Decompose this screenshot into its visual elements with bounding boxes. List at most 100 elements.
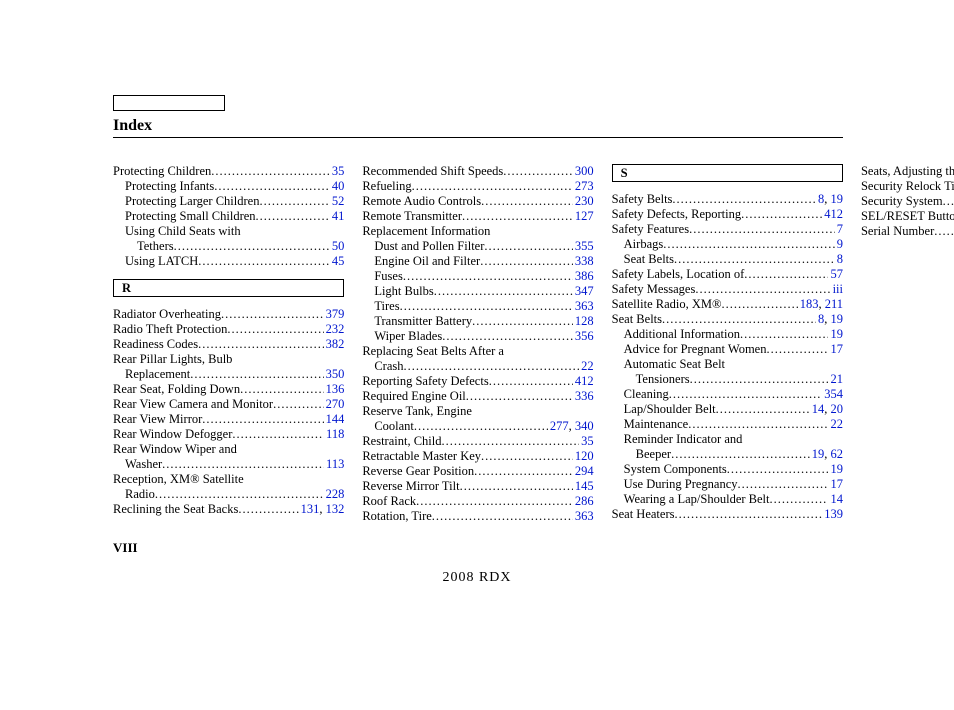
page-ref-link[interactable]: iii — [833, 282, 843, 296]
index-entry: Roof Rack...............................… — [362, 494, 593, 509]
page-ref-link[interactable]: 41 — [332, 209, 345, 223]
index-entry-label: Using Child Seats with — [125, 224, 241, 239]
index-entry-label: Seats, Adjusting the — [861, 164, 954, 179]
page-ref-link[interactable]: 128 — [575, 314, 594, 328]
page-ref-link[interactable]: 139 — [824, 507, 843, 521]
index-entry-pages: 8, 19 — [816, 312, 843, 327]
page-ref-link[interactable]: 9 — [837, 237, 843, 251]
index-entry-pages: 139 — [822, 507, 843, 522]
index-entry-label: Crash — [374, 359, 403, 374]
page-ref-link[interactable]: 50 — [332, 239, 345, 253]
leader-dots: ........................................… — [211, 164, 330, 179]
page-ref-link[interactable]: 347 — [575, 284, 594, 298]
page-ref-link[interactable]: 19 — [830, 312, 843, 326]
index-entry: Wiper Blades............................… — [362, 329, 593, 344]
page-ref-link[interactable]: 230 — [575, 194, 594, 208]
leader-dots: ........................................… — [766, 342, 828, 357]
page-ref-link[interactable]: 355 — [575, 239, 594, 253]
page-ref-link[interactable]: 286 — [575, 494, 594, 508]
leader-dots: ........................................… — [155, 487, 324, 502]
page-ref-link[interactable]: 131 — [301, 502, 320, 516]
index-entry: Reclining the Seat Backs................… — [113, 502, 344, 517]
page-ref-link[interactable]: 136 — [326, 382, 345, 396]
page-ref-link[interactable]: 14 — [812, 402, 825, 416]
index-entry-label: Lap/Shoulder Belt — [624, 402, 716, 417]
page-ref-link[interactable]: 270 — [326, 397, 345, 411]
page-ref-link[interactable]: 277 — [550, 419, 569, 433]
index-entry: Seat Belts..............................… — [612, 252, 843, 267]
page-ref-link[interactable]: 57 — [830, 267, 843, 281]
page-ref-link[interactable]: 350 — [326, 367, 345, 381]
page-ref-link[interactable]: 363 — [575, 299, 594, 313]
index-entry: Replacement.............................… — [113, 367, 344, 382]
page-ref-link[interactable]: 183 — [800, 297, 819, 311]
index-entry-label: Restraint, Child — [362, 434, 441, 449]
page-ref-link[interactable]: 22 — [581, 359, 594, 373]
page-ref-link[interactable]: 412 — [575, 374, 594, 388]
page-ref-link[interactable]: 412 — [824, 207, 843, 221]
page-ref-link[interactable]: 17 — [830, 477, 843, 491]
page-ref-link[interactable]: 144 — [326, 412, 345, 426]
page-ref-link[interactable]: 340 — [575, 419, 594, 433]
page-ref-link[interactable]: 386 — [575, 269, 594, 283]
leader-dots: ........................................… — [474, 464, 573, 479]
page-ref-link[interactable]: 113 — [326, 457, 344, 471]
page-ref-link[interactable]: 132 — [326, 502, 345, 516]
page-ref-link[interactable]: 19 — [830, 192, 843, 206]
index-entry-pages: 228 — [324, 487, 345, 502]
page-ref-link[interactable]: 379 — [326, 307, 345, 321]
index-entry: Satellite Radio, XM®....................… — [612, 297, 843, 312]
page-ref-link[interactable]: 273 — [575, 179, 594, 193]
index-columns: Protecting Children.....................… — [113, 164, 843, 524]
page-ref-link[interactable]: 19 — [812, 447, 825, 461]
index-entry: Advice for Pregnant Women...............… — [612, 342, 843, 357]
page-ref-link[interactable]: 35 — [581, 434, 594, 448]
page-ref-link[interactable]: 118 — [326, 427, 344, 441]
page-ref-link[interactable]: 19 — [830, 327, 843, 341]
page-ref-link[interactable]: 21 — [830, 372, 843, 386]
page-ref-link[interactable]: 19 — [830, 462, 843, 476]
index-entry: Safety Belts............................… — [612, 192, 843, 207]
leader-dots: ........................................… — [202, 412, 323, 427]
index-entry: Fuses...................................… — [362, 269, 593, 284]
page-ref-link[interactable]: 356 — [575, 329, 594, 343]
leader-dots: ........................................… — [273, 397, 323, 412]
leader-dots: ........................................… — [662, 312, 816, 327]
page-ref-link[interactable]: 228 — [326, 487, 345, 501]
page-ref-link[interactable]: 45 — [332, 254, 345, 268]
index-entry-label: Rear Pillar Lights, Bulb — [113, 352, 232, 367]
index-entry: Radio...................................… — [113, 487, 344, 502]
page-ref-link[interactable]: 22 — [830, 417, 843, 431]
page-ref-link[interactable]: 120 — [575, 449, 594, 463]
page-ref-link[interactable]: 300 — [575, 164, 594, 178]
page-ref-link[interactable]: 145 — [575, 479, 594, 493]
main-menu-link-box[interactable] — [113, 95, 225, 111]
page-ref-link[interactable]: 8 — [837, 252, 843, 266]
page-ref-link[interactable]: 35 — [332, 164, 345, 178]
page-ref-link[interactable]: 62 — [830, 447, 843, 461]
page-ref-link[interactable]: 40 — [332, 179, 345, 193]
page-ref-link[interactable]: 338 — [575, 254, 594, 268]
page-ref-link[interactable]: 211 — [825, 297, 843, 311]
leader-dots: ........................................… — [943, 194, 954, 209]
index-entry-pages: 386 — [573, 269, 594, 284]
page-ref-link[interactable]: 363 — [575, 509, 594, 523]
index-entry-pages: 136 — [324, 382, 345, 397]
page-ref-link[interactable]: 17 — [830, 342, 843, 356]
page-ref-link[interactable]: 294 — [575, 464, 594, 478]
leader-dots: ........................................… — [162, 457, 324, 472]
index-entry: Seat Heaters............................… — [612, 507, 843, 522]
page-ref-link[interactable]: 20 — [830, 402, 843, 416]
index-entry-label: Automatic Seat Belt — [624, 357, 725, 372]
index-entry: Using LATCH.............................… — [113, 254, 344, 269]
page-ref-link[interactable]: 336 — [575, 389, 594, 403]
page-ref-link[interactable]: 382 — [326, 337, 345, 351]
index-entry: Radio Theft Protection..................… — [113, 322, 344, 337]
page-ref-link[interactable]: 52 — [332, 194, 345, 208]
page-ref-link[interactable]: 7 — [837, 222, 843, 236]
page-ref-link[interactable]: 354 — [824, 387, 843, 401]
page-ref-link[interactable]: 127 — [575, 209, 594, 223]
page-ref-link[interactable]: 232 — [326, 322, 345, 336]
leader-dots: ........................................… — [198, 254, 330, 269]
page-ref-link[interactable]: 14 — [830, 492, 843, 506]
